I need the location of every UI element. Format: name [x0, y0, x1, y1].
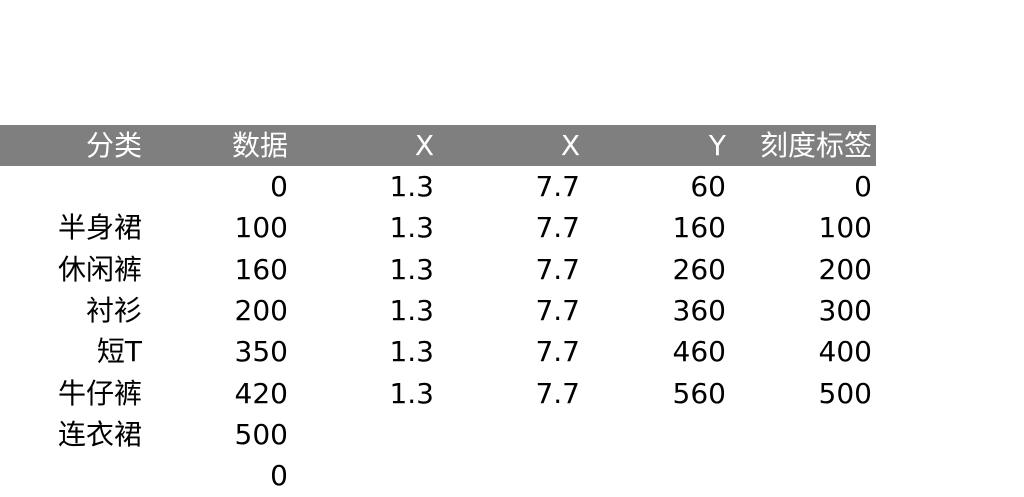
table-cell[interactable]: 休闲裤	[57, 252, 142, 286]
table-cell[interactable]: 350	[234, 335, 288, 369]
table-cell[interactable]: 0	[270, 459, 288, 493]
table-cell[interactable]: 500	[818, 376, 872, 410]
table-cell[interactable]: 200	[818, 252, 872, 286]
table-row: 连衣裙 500	[0, 414, 876, 455]
table-cell[interactable]: 1.3	[389, 335, 434, 369]
header-cell-x1[interactable]: X	[414, 129, 434, 162]
table-cell[interactable]: 牛仔裤	[57, 376, 142, 410]
table-cell[interactable]: 连衣裙	[57, 417, 142, 451]
table-cell[interactable]: 420	[234, 376, 288, 410]
table-cell[interactable]: 200	[234, 294, 288, 328]
table-cell[interactable]: 400	[818, 335, 872, 369]
table-cell[interactable]: 360	[672, 294, 726, 328]
table-header-row: 分类 数据 X X Y 刻度标签	[0, 125, 876, 166]
table-row: 0	[0, 455, 876, 496]
table-cell[interactable]: 300	[818, 294, 872, 328]
table-cell[interactable]: 0	[270, 170, 288, 204]
table-row: 牛仔裤 420 1.3 7.7 560 500	[0, 372, 876, 413]
header-cell-category[interactable]: 分类	[85, 129, 142, 162]
table-cell[interactable]: 短T	[96, 335, 142, 369]
header-cell-y[interactable]: Y	[708, 129, 726, 162]
table-cell[interactable]: 7.7	[535, 294, 580, 328]
table-cell[interactable]: 100	[818, 211, 872, 245]
table-cell[interactable]: 60	[690, 170, 726, 204]
table-cell[interactable]: 1.3	[389, 211, 434, 245]
header-cell-x2[interactable]: X	[560, 129, 580, 162]
table-row: 半身裙 100 1.3 7.7 160 100	[0, 207, 876, 248]
table-cell[interactable]: 560	[672, 376, 726, 410]
table-cell[interactable]: 衬衫	[85, 294, 142, 328]
table-cell[interactable]: 460	[672, 335, 726, 369]
table-cell[interactable]: 1.3	[389, 294, 434, 328]
header-cell-data[interactable]: 数据	[231, 129, 288, 162]
table-cell[interactable]: 160	[234, 252, 288, 286]
table-row: 短T 350 1.3 7.7 460 400	[0, 331, 876, 372]
table-row: 休闲裤 160 1.3 7.7 260 200	[0, 249, 876, 290]
table-row: 衬衫 200 1.3 7.7 360 300	[0, 290, 876, 331]
table-cell[interactable]: 7.7	[535, 335, 580, 369]
table-cell[interactable]: 1.3	[389, 170, 434, 204]
table-cell[interactable]: 160	[672, 211, 726, 245]
table-cell[interactable]: 7.7	[535, 170, 580, 204]
table-cell[interactable]: 100	[234, 211, 288, 245]
table-row: 0 1.3 7.7 60 0	[0, 166, 876, 207]
table-cell[interactable]: 7.7	[535, 211, 580, 245]
table-cell[interactable]: 半身裙	[57, 211, 142, 245]
table-cell[interactable]: 1.3	[389, 252, 434, 286]
table-cell[interactable]: 7.7	[535, 376, 580, 410]
data-table: 分类 数据 X X Y 刻度标签 0 1.3 7.7 60 0 半身裙 100 …	[0, 125, 876, 496]
header-cell-tick-label[interactable]: 刻度标签	[759, 129, 872, 162]
table-cell[interactable]: 1.3	[389, 376, 434, 410]
table-cell[interactable]: 0	[854, 170, 872, 204]
table-cell[interactable]: 260	[672, 252, 726, 286]
table-cell[interactable]: 7.7	[535, 252, 580, 286]
table-cell[interactable]: 500	[234, 417, 288, 451]
